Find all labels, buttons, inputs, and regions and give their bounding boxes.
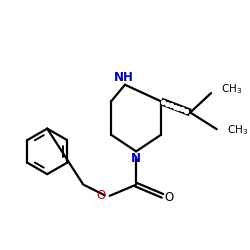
Text: O: O: [97, 189, 106, 202]
Text: O: O: [164, 191, 173, 204]
Text: CH$_3$: CH$_3$: [221, 82, 242, 96]
Text: NH: NH: [114, 71, 134, 84]
Text: N: N: [131, 152, 141, 165]
Text: CH$_3$: CH$_3$: [227, 124, 248, 138]
